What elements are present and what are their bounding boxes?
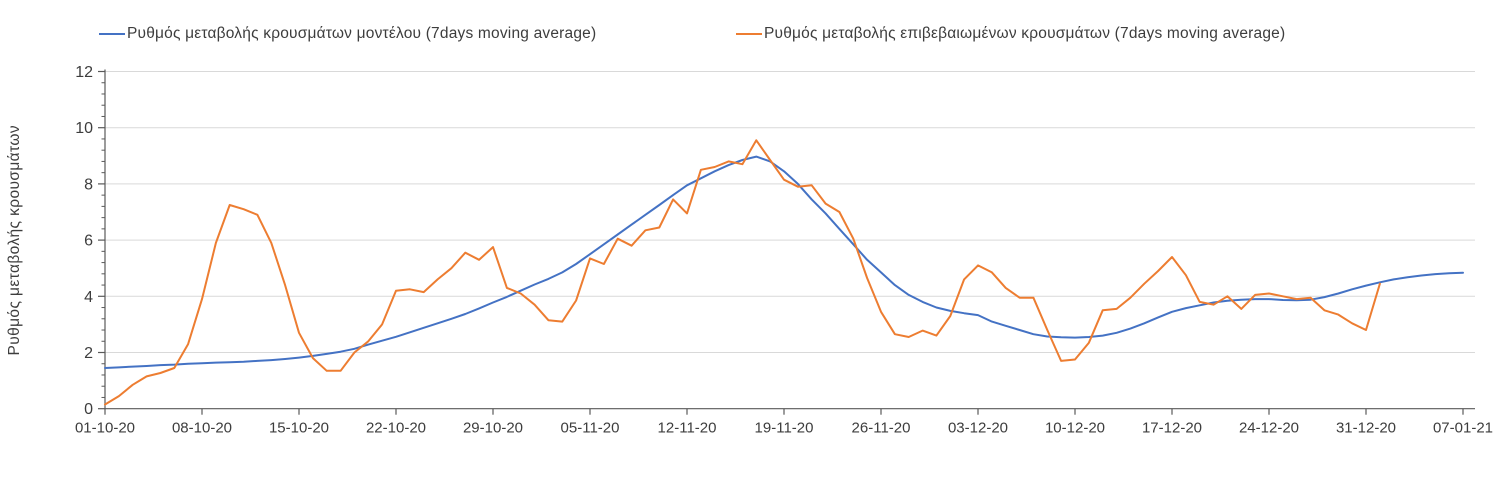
- legend-label-confirmed: Ρυθμός μεταβολής επιβεβαιωμένων κρουσμάτ…: [764, 25, 1286, 42]
- y-axis-ticks: 0 2 4 6 8 10 12: [75, 64, 105, 418]
- model-line-swatch-icon: [99, 33, 125, 35]
- x-tick-label: 17-12-20: [1142, 420, 1202, 437]
- y-tick-label: 6: [84, 233, 93, 250]
- x-tick-label: 12-11-20: [658, 420, 717, 437]
- x-tick-label: 26-11-20: [852, 420, 911, 437]
- y-tick-label: 12: [75, 64, 93, 81]
- gridlines: [105, 71, 1475, 353]
- x-tick-label: 03-12-20: [948, 420, 1008, 437]
- x-tick-label: 29-10-20: [463, 420, 523, 437]
- x-tick-label: 08-10-20: [172, 420, 232, 437]
- x-tick-label: 31-12-20: [1336, 420, 1396, 437]
- legend-label-model: Ρυθμός μεταβολής κρουσμάτων μοντέλου (7d…: [127, 25, 597, 42]
- confirmed-line-swatch-icon: [736, 33, 762, 35]
- legend-item-model: Ρυθμός μεταβολής κρουσμάτων μοντέλου (7d…: [99, 25, 596, 43]
- x-tick-label: 07-01-21: [1433, 420, 1493, 437]
- x-tick-label: 05-11-20: [561, 420, 620, 437]
- y-axis-title: Ρυθμός μεταβολής κρουσμάτων: [6, 124, 23, 356]
- x-tick-label: 10-12-20: [1045, 420, 1105, 437]
- axes: [104, 69, 1475, 410]
- x-tick-label: 19-11-20: [755, 420, 814, 437]
- x-tick-label: 22-10-20: [366, 420, 426, 437]
- x-tick-label: 15-10-20: [269, 420, 329, 437]
- y-tick-label: 0: [84, 401, 93, 418]
- confirmed-series-line: [104, 139, 1381, 406]
- y-tick-label: 2: [84, 345, 93, 362]
- chart-legend: Ρυθμός μεταβολής κρουσμάτων μοντέλου (7d…: [0, 25, 1511, 43]
- y-tick-label: 10: [75, 120, 93, 137]
- legend-item-confirmed: Ρυθμός μεταβολής επιβεβαιωμένων κρουσμάτ…: [736, 25, 1285, 43]
- y-tick-label: 4: [84, 289, 93, 306]
- model-series-line: [104, 155, 1464, 369]
- y-tick-label: 8: [84, 176, 93, 193]
- x-tick-label: 01-10-20: [75, 420, 135, 437]
- x-tick-label: 24-12-20: [1239, 420, 1299, 437]
- x-axis-ticks: 01-10-20 08-10-20 15-10-20 22-10-20 29-10-20…: [75, 408, 1493, 437]
